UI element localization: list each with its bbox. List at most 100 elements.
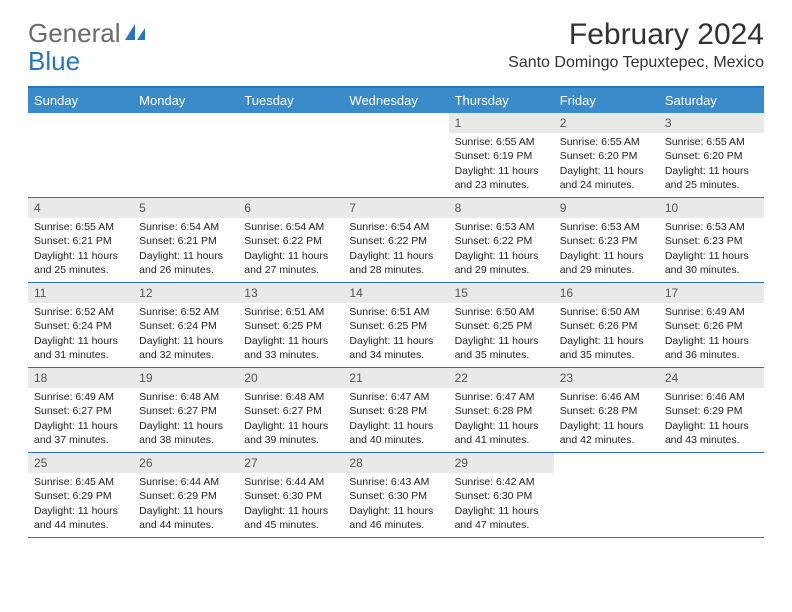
sunset-line: Sunset: 6:21 PM — [139, 234, 232, 248]
daylight-line: Daylight: 11 hours and 30 minutes. — [665, 249, 758, 277]
day-details: Sunrise: 6:55 AMSunset: 6:20 PMDaylight:… — [554, 133, 659, 196]
daylight-line: Daylight: 11 hours and 35 minutes. — [455, 334, 548, 362]
logo-sail-icon — [125, 22, 147, 47]
sunrise-line: Sunrise: 6:42 AM — [455, 475, 548, 489]
day-details: Sunrise: 6:42 AMSunset: 6:30 PMDaylight:… — [449, 473, 554, 536]
day-cell: 6Sunrise: 6:54 AMSunset: 6:22 PMDaylight… — [238, 198, 343, 282]
day-details: Sunrise: 6:52 AMSunset: 6:24 PMDaylight:… — [28, 303, 133, 366]
sunset-line: Sunset: 6:20 PM — [560, 149, 653, 163]
sunset-line: Sunset: 6:22 PM — [244, 234, 337, 248]
day-number: 8 — [449, 198, 554, 218]
sunset-line: Sunset: 6:23 PM — [665, 234, 758, 248]
day-cell: 21Sunrise: 6:47 AMSunset: 6:28 PMDayligh… — [343, 368, 448, 452]
header: General February 2024 Santo Domingo Tepu… — [0, 0, 792, 76]
sunset-line: Sunset: 6:26 PM — [560, 319, 653, 333]
day-cell — [343, 113, 448, 197]
daylight-line: Daylight: 11 hours and 43 minutes. — [665, 419, 758, 447]
day-number: 25 — [28, 453, 133, 473]
sunrise-line: Sunrise: 6:44 AM — [244, 475, 337, 489]
sunset-line: Sunset: 6:30 PM — [349, 489, 442, 503]
daylight-line: Daylight: 11 hours and 25 minutes. — [665, 164, 758, 192]
day-details: Sunrise: 6:55 AMSunset: 6:20 PMDaylight:… — [659, 133, 764, 196]
weekday-header: Sunday — [28, 88, 133, 113]
sunrise-line: Sunrise: 6:54 AM — [139, 220, 232, 234]
sunset-line: Sunset: 6:29 PM — [139, 489, 232, 503]
sunset-line: Sunset: 6:27 PM — [244, 404, 337, 418]
sunset-line: Sunset: 6:19 PM — [455, 149, 548, 163]
day-details: Sunrise: 6:47 AMSunset: 6:28 PMDaylight:… — [343, 388, 448, 451]
daylight-line: Daylight: 11 hours and 23 minutes. — [455, 164, 548, 192]
sunset-line: Sunset: 6:24 PM — [34, 319, 127, 333]
day-details: Sunrise: 6:44 AMSunset: 6:30 PMDaylight:… — [238, 473, 343, 536]
day-details: Sunrise: 6:49 AMSunset: 6:26 PMDaylight:… — [659, 303, 764, 366]
day-number: 11 — [28, 283, 133, 303]
day-cell: 28Sunrise: 6:43 AMSunset: 6:30 PMDayligh… — [343, 453, 448, 537]
day-cell — [133, 113, 238, 197]
sunrise-line: Sunrise: 6:55 AM — [560, 135, 653, 149]
daylight-line: Daylight: 11 hours and 46 minutes. — [349, 504, 442, 532]
sunrise-line: Sunrise: 6:49 AM — [665, 305, 758, 319]
day-cell: 26 Sunrise: 6:44 AMSunset: 6:29 PMDayligh… — [133, 453, 238, 537]
weekday-header: Saturday — [659, 88, 764, 113]
sunset-line: Sunset: 6:27 PM — [139, 404, 232, 418]
daylight-line: Daylight: 11 hours and 36 minutes. — [665, 334, 758, 362]
day-number: 22 — [449, 368, 554, 388]
day-number: 12 — [133, 283, 238, 303]
day-cell: 18Sunrise: 6:49 AMSunset: 6:27 PMDayligh… — [28, 368, 133, 452]
day-cell — [238, 113, 343, 197]
weekday-header: Friday — [554, 88, 659, 113]
sunrise-line: Sunrise: 6:50 AM — [455, 305, 548, 319]
day-details: Sunrise: 6:49 AMSunset: 6:27 PMDaylight:… — [28, 388, 133, 451]
sunset-line: Sunset: 6:25 PM — [244, 319, 337, 333]
sunrise-line: Sunrise: 6:44 AM — [139, 475, 232, 489]
day-number: 21 — [343, 368, 448, 388]
day-cell: 17Sunrise: 6:49 AMSunset: 6:26 PMDayligh… — [659, 283, 764, 367]
day-details: Sunrise: 6:50 AMSunset: 6:26 PMDaylight:… — [554, 303, 659, 366]
sunset-line: Sunset: 6:22 PM — [455, 234, 548, 248]
day-number: 9 — [554, 198, 659, 218]
day-cell: 24Sunrise: 6:46 AMSunset: 6:29 PMDayligh… — [659, 368, 764, 452]
day-cell: 15Sunrise: 6:50 AMSunset: 6:25 PMDayligh… — [449, 283, 554, 367]
day-cell: 7Sunrise: 6:54 AMSunset: 6:22 PMDaylight… — [343, 198, 448, 282]
day-details: Sunrise: 6:51 AMSunset: 6:25 PMDaylight:… — [238, 303, 343, 366]
day-number: 20 — [238, 368, 343, 388]
day-number: 29 — [449, 453, 554, 473]
day-number: 23 — [554, 368, 659, 388]
sunset-line: Sunset: 6:27 PM — [34, 404, 127, 418]
day-details: Sunrise: 6:43 AMSunset: 6:30 PMDaylight:… — [343, 473, 448, 536]
sunset-line: Sunset: 6:29 PM — [34, 489, 127, 503]
daylight-line: Daylight: 11 hours and 25 minutes. — [34, 249, 127, 277]
day-details: Sunrise: 6:55 AMSunset: 6:21 PMDaylight:… — [28, 218, 133, 281]
daylight-line: Daylight: 11 hours and 44 minutes. — [139, 504, 232, 532]
daylight-line: Daylight: 11 hours and 38 minutes. — [139, 419, 232, 447]
day-cell: 10Sunrise: 6:53 AMSunset: 6:23 PMDayligh… — [659, 198, 764, 282]
sunrise-line: Sunrise: 6:55 AM — [455, 135, 548, 149]
day-number: 1 — [449, 113, 554, 133]
day-cell — [659, 453, 764, 537]
day-details: Sunrise: 6:53 AMSunset: 6:23 PMDaylight:… — [659, 218, 764, 281]
day-cell: 20Sunrise: 6:48 AMSunset: 6:27 PMDayligh… — [238, 368, 343, 452]
day-cell: 29Sunrise: 6:42 AMSunset: 6:30 PMDayligh… — [449, 453, 554, 537]
day-number: 26 — [133, 453, 238, 473]
calendar-body: 1Sunrise: 6:55 AMSunset: 6:19 PMDaylight… — [28, 113, 764, 538]
day-cell — [554, 453, 659, 537]
day-cell: 22Sunrise: 6:47 AMSunset: 6:28 PMDayligh… — [449, 368, 554, 452]
month-title: February 2024 — [508, 18, 764, 52]
calendar-week-row: 11Sunrise: 6:52 AMSunset: 6:24 PMDayligh… — [28, 283, 764, 368]
day-cell — [28, 113, 133, 197]
day-number: 10 — [659, 198, 764, 218]
daylight-line: Daylight: 11 hours and 40 minutes. — [349, 419, 442, 447]
daylight-line: Daylight: 11 hours and 32 minutes. — [139, 334, 232, 362]
sunset-line: Sunset: 6:24 PM — [139, 319, 232, 333]
daylight-line: Daylight: 11 hours and 31 minutes. — [34, 334, 127, 362]
day-cell: 1 Sunrise: 6:55 AMSunset: 6:19 PMDaylight… — [449, 113, 554, 197]
day-cell: 2Sunrise: 6:55 AMSunset: 6:20 PMDaylight… — [554, 113, 659, 197]
sunrise-line: Sunrise: 6:50 AM — [560, 305, 653, 319]
day-details: Sunrise: 6:46 AMSunset: 6:29 PMDaylight:… — [659, 388, 764, 451]
day-cell: 5Sunrise: 6:54 AMSunset: 6:21 PMDaylight… — [133, 198, 238, 282]
day-details: Sunrise: 6:47 AMSunset: 6:28 PMDaylight:… — [449, 388, 554, 451]
day-number: 27 — [238, 453, 343, 473]
day-number: 7 — [343, 198, 448, 218]
day-details: Sunrise: 6:54 AMSunset: 6:22 PMDaylight:… — [238, 218, 343, 281]
day-cell: 8Sunrise: 6:53 AMSunset: 6:22 PMDaylight… — [449, 198, 554, 282]
